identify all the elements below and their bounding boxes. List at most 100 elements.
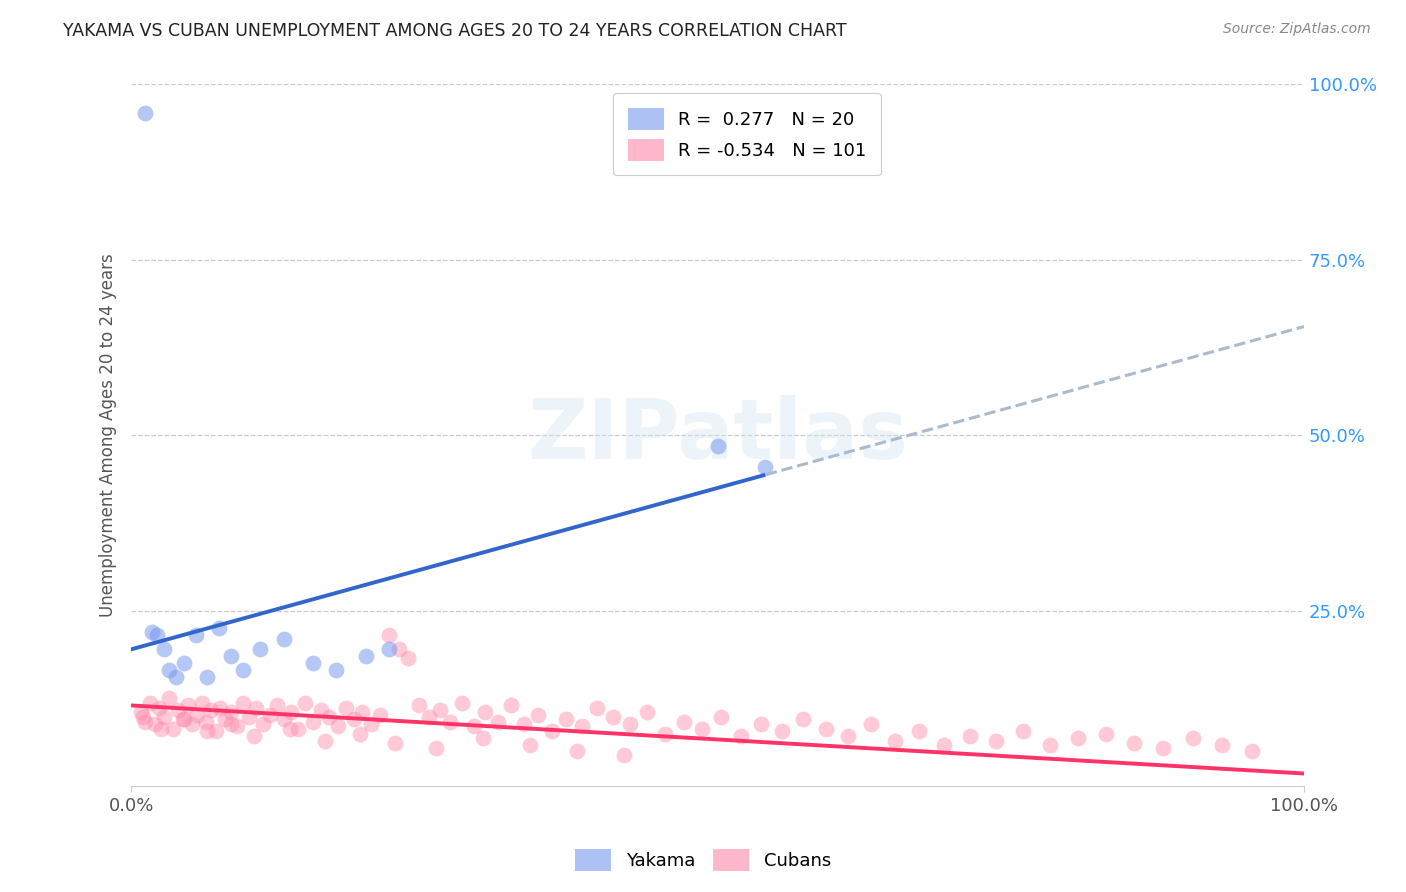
Point (232, 697, 254, 711)
Point (429, 703, 451, 717)
Point (266, 698, 288, 713)
Point (302, 714, 325, 729)
Point (146, 628, 169, 642)
Point (984, 733, 1007, 747)
Point (165, 670, 187, 684)
Point (349, 726, 371, 740)
Point (1011, 724, 1033, 739)
Point (176, 698, 198, 713)
Point (132, 710, 155, 724)
Text: YAKAMA VS CUBAN UNEMPLOYMENT AMONG AGES 20 TO 24 YEARS CORRELATION CHART: YAKAMA VS CUBAN UNEMPLOYMENT AMONG AGES … (63, 22, 846, 40)
Point (314, 733, 336, 747)
Point (959, 729, 981, 743)
Point (335, 700, 357, 714)
Point (273, 713, 295, 727)
Point (474, 706, 496, 720)
Legend: Yakama, Cubans: Yakama, Cubans (568, 842, 838, 879)
Point (1095, 726, 1118, 740)
Point (181, 717, 204, 731)
Point (354, 649, 377, 664)
Point (273, 632, 295, 646)
Point (186, 707, 208, 722)
Point (368, 707, 391, 722)
Point (219, 717, 242, 731)
Point (501, 698, 523, 713)
Point (754, 459, 776, 474)
Point (932, 739, 955, 753)
Point (173, 657, 195, 671)
Point (749, 717, 772, 731)
Y-axis label: Unemployment Among Ages 20 to 24 years: Unemployment Among Ages 20 to 24 years (100, 253, 117, 617)
Point (148, 700, 170, 714)
Point (883, 733, 905, 747)
Point (208, 621, 231, 635)
Point (129, 706, 152, 720)
Point (200, 703, 222, 717)
Point (197, 724, 219, 739)
Point (418, 710, 440, 724)
Point (302, 657, 325, 671)
Point (162, 722, 184, 736)
Point (619, 717, 641, 731)
Point (555, 713, 578, 727)
Point (1211, 739, 1233, 753)
Point (219, 649, 242, 664)
Point (586, 700, 609, 714)
Legend: R =  0.277   N = 20, R = -0.534   N = 101: R = 0.277 N = 20, R = -0.534 N = 101 (613, 94, 880, 176)
Text: ZIPatlas: ZIPatlas (527, 395, 908, 475)
Point (197, 670, 219, 684)
Point (396, 651, 419, 665)
Point (214, 713, 236, 727)
Point (908, 724, 931, 739)
Point (139, 697, 162, 711)
Point (232, 664, 254, 678)
Point (245, 700, 267, 714)
Point (1067, 731, 1090, 746)
Point (770, 724, 793, 739)
Point (837, 729, 859, 743)
Point (343, 713, 366, 727)
Point (692, 722, 714, 736)
Point (710, 710, 733, 724)
Point (153, 642, 176, 657)
Point (143, 717, 166, 731)
Point (153, 710, 176, 724)
Point (451, 697, 474, 711)
Point (1152, 740, 1174, 755)
Point (425, 740, 447, 755)
Point (325, 664, 347, 678)
Point (195, 714, 218, 729)
Point (814, 722, 837, 736)
Point (167, 703, 190, 717)
Point (287, 722, 309, 736)
Point (252, 717, 274, 731)
Point (309, 703, 332, 717)
Point (527, 707, 550, 722)
Point (730, 729, 752, 743)
Point (190, 697, 212, 711)
Point (204, 724, 226, 739)
Point (654, 726, 676, 740)
Point (225, 719, 247, 733)
Point (172, 713, 194, 727)
Point (519, 739, 541, 753)
Point (541, 724, 564, 739)
Point (486, 714, 509, 729)
Point (326, 719, 349, 733)
Point (602, 710, 624, 724)
Point (278, 722, 301, 736)
Point (238, 710, 260, 724)
Point (149, 722, 172, 736)
Point (243, 729, 266, 743)
Point (1038, 739, 1060, 753)
Point (184, 628, 207, 642)
Point (472, 731, 495, 746)
Point (408, 698, 430, 713)
Point (1181, 731, 1204, 746)
Point (792, 713, 814, 727)
Point (378, 628, 401, 642)
Point (157, 664, 180, 678)
Point (388, 642, 411, 657)
Point (134, 105, 156, 120)
Point (613, 747, 636, 762)
